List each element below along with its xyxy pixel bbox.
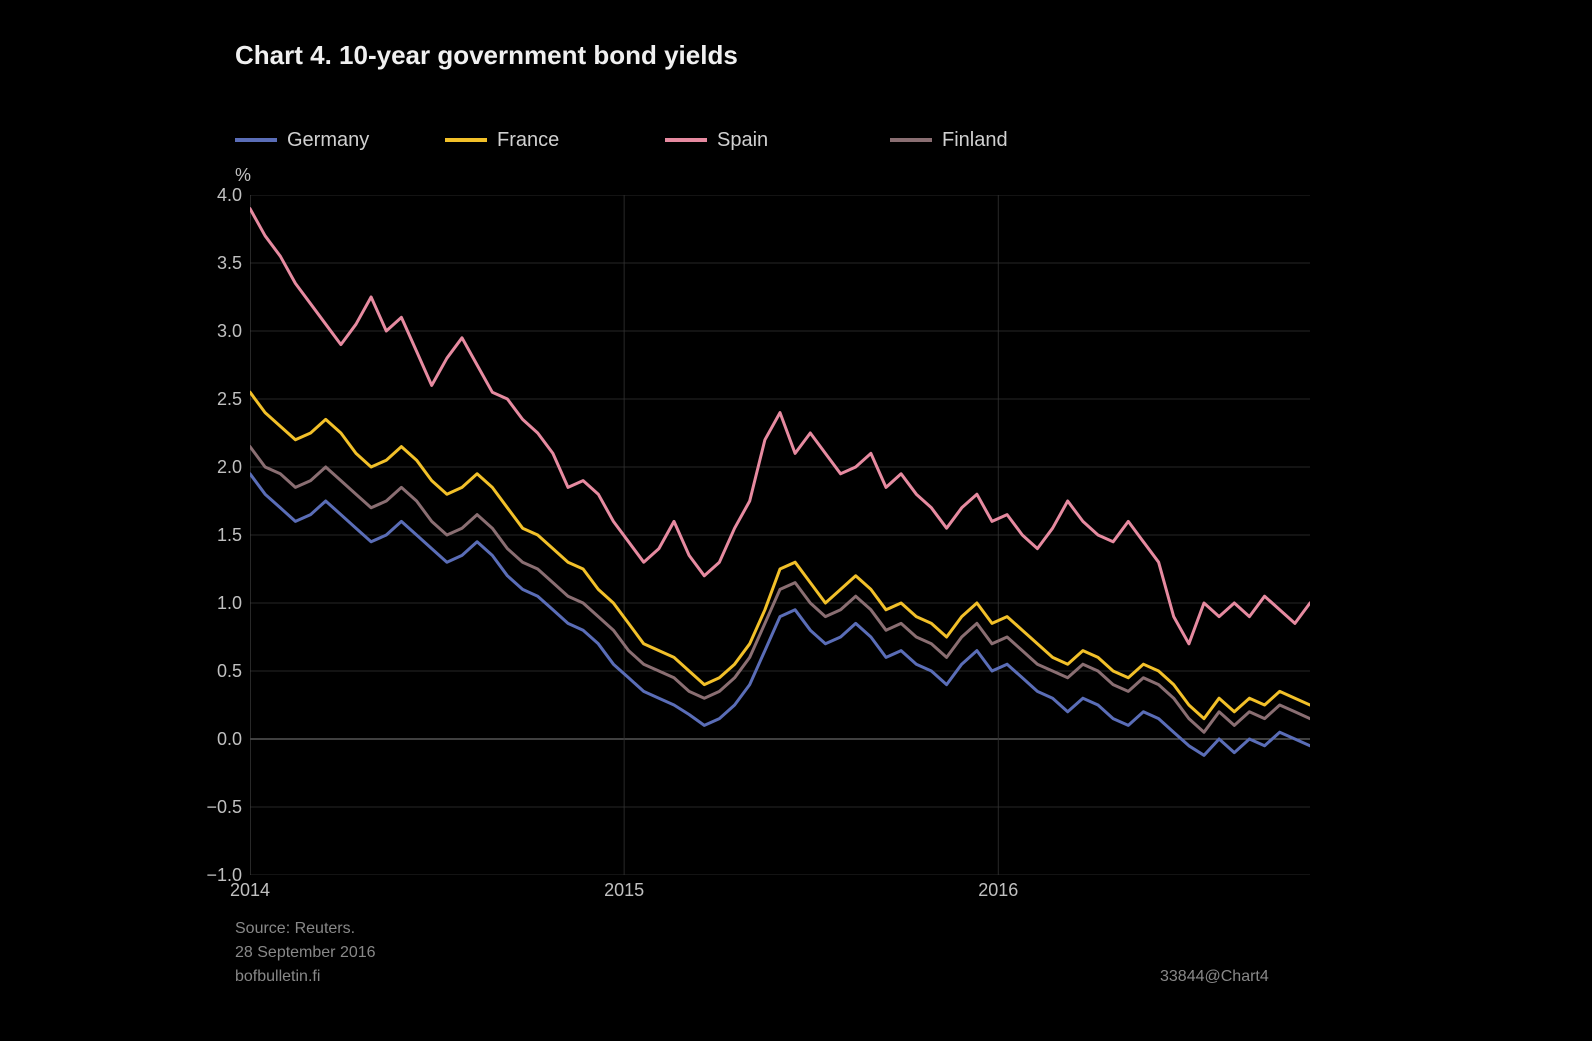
legend-label: Finland xyxy=(942,129,1008,152)
y-tick-label: 4.0 xyxy=(202,185,242,206)
series-line-germany xyxy=(250,474,1310,756)
legend-item-france: France xyxy=(445,125,559,155)
legend-item-spain: Spain xyxy=(665,125,768,155)
legend-item-finland: Finland xyxy=(890,125,1008,155)
chart-container: Chart 4. 10-year government bond yields … xyxy=(0,0,1592,1041)
y-tick-label: 3.0 xyxy=(202,321,242,342)
y-tick-label: 2.5 xyxy=(202,389,242,410)
footnote-date: 28 September 2016 xyxy=(235,944,376,962)
y-tick-label: 1.5 xyxy=(202,525,242,546)
legend-swatch xyxy=(665,138,707,142)
series-line-spain xyxy=(250,209,1310,644)
footnote-id: 33844@Chart4 xyxy=(1160,968,1269,986)
series-line-finland xyxy=(250,447,1310,733)
plot-area xyxy=(250,195,1310,875)
footnote-site: bofbulletin.fi xyxy=(235,968,320,986)
legend-label: France xyxy=(497,129,559,152)
x-tick-label: 2014 xyxy=(230,880,270,901)
legend-swatch xyxy=(445,138,487,142)
x-tick-label: 2015 xyxy=(604,880,644,901)
y-tick-label: 0.0 xyxy=(202,729,242,750)
y-tick-label: 3.5 xyxy=(202,253,242,274)
legend-item-germany: Germany xyxy=(235,125,369,155)
legend-label: Germany xyxy=(287,129,369,152)
legend-swatch xyxy=(890,138,932,142)
legend-label: Spain xyxy=(717,129,768,152)
series-line-france xyxy=(250,392,1310,718)
chart-title: Chart 4. 10-year government bond yields xyxy=(235,40,738,71)
y-tick-label: 2.0 xyxy=(202,457,242,478)
y-tick-label: −0.5 xyxy=(202,797,242,818)
legend-swatch xyxy=(235,138,277,142)
y-axis-label: % xyxy=(235,165,251,186)
x-tick-label: 2016 xyxy=(978,880,1018,901)
footnote-source: Source: Reuters. xyxy=(235,920,355,938)
y-tick-label: 1.0 xyxy=(202,593,242,614)
y-tick-label: 0.5 xyxy=(202,661,242,682)
